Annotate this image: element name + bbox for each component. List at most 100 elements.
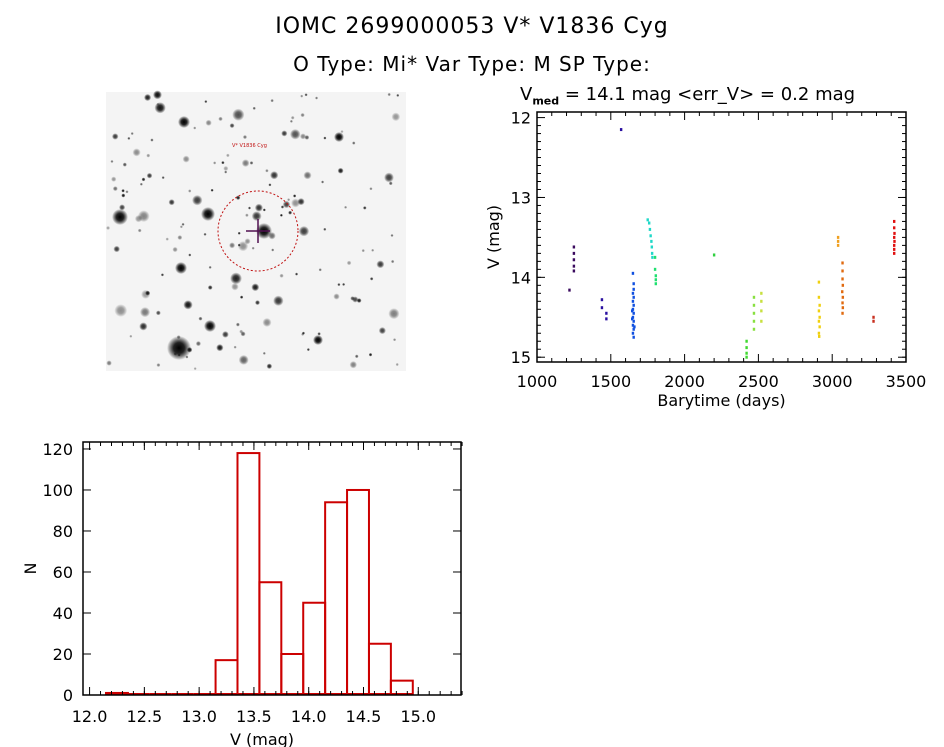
data-point (654, 274, 658, 278)
star (282, 200, 291, 209)
star (249, 161, 254, 165)
star (111, 133, 119, 140)
data-point (817, 280, 821, 284)
star (192, 195, 203, 206)
star (237, 231, 241, 235)
data-point (892, 226, 896, 230)
data-point (841, 306, 845, 310)
star (179, 225, 183, 229)
data-point (605, 317, 608, 321)
histogram-bar (367, 642, 392, 695)
data-point (605, 311, 608, 315)
star (362, 206, 367, 210)
star (139, 322, 148, 331)
data-point (836, 243, 840, 247)
title-sub: med (532, 94, 560, 108)
star (247, 206, 251, 210)
star (155, 310, 161, 316)
star (154, 102, 166, 114)
star (137, 228, 142, 233)
data-point (647, 221, 651, 225)
star (371, 248, 375, 252)
y-tick-label: 15 (511, 348, 531, 367)
data-point (818, 303, 821, 307)
star (279, 213, 283, 217)
data-point (631, 291, 635, 295)
bright-star (334, 132, 344, 142)
star (315, 96, 319, 100)
star (393, 338, 397, 342)
x-tick-label: 13.5 (236, 707, 272, 726)
star (281, 130, 288, 137)
star (229, 123, 235, 129)
data-point (653, 267, 657, 271)
sky-image: V* V1836 Cyg (106, 90, 406, 371)
bright-star (178, 116, 190, 128)
lightcurve-chart: 1000 1500 2000 2500 3000 3500 12 13 14 15 Barytime… (484, 109, 926, 410)
x-tick-label: 3500 (886, 372, 927, 391)
data-point (600, 298, 604, 302)
bright-star (204, 320, 216, 332)
data-point (752, 311, 756, 315)
data-point (631, 309, 634, 313)
bright-star (201, 207, 215, 221)
star (390, 259, 395, 264)
x-tick-label: 3000 (812, 372, 853, 391)
star (304, 93, 308, 97)
y-tick-label: 40 (53, 604, 73, 623)
star (125, 190, 129, 194)
data-point (817, 319, 821, 323)
star (317, 332, 321, 336)
star (224, 170, 228, 174)
histogram-chart: 12.0 12.5 13.0 13.5 14.0 14.5 15.0 0 20 40 60 80 100… (21, 440, 463, 747)
data-point (817, 331, 821, 335)
data-point (600, 306, 604, 310)
star (344, 205, 348, 209)
star (208, 265, 212, 269)
data-point (631, 315, 635, 319)
data-point (745, 339, 748, 343)
star (387, 92, 391, 97)
data-point (818, 315, 821, 319)
data-point (893, 231, 896, 235)
star (144, 93, 152, 102)
data-point (654, 282, 658, 286)
data-point (841, 311, 844, 315)
star (205, 119, 212, 126)
histogram-bar (324, 501, 349, 696)
star (337, 167, 344, 174)
data-point (650, 251, 654, 255)
x-tick-label: 12.0 (72, 707, 108, 726)
star (161, 176, 165, 180)
data-point (712, 253, 716, 257)
bright-star (175, 262, 187, 274)
data-point (892, 235, 896, 239)
star (361, 248, 365, 253)
star (323, 227, 327, 231)
star (340, 130, 344, 134)
bright-star (313, 335, 323, 345)
star (235, 195, 241, 201)
star (160, 273, 164, 277)
star (262, 208, 266, 212)
star (195, 341, 201, 347)
data-point (632, 319, 635, 323)
data-point (631, 323, 635, 327)
star (242, 134, 248, 140)
data-point (836, 239, 840, 243)
data-point (632, 282, 635, 286)
star (251, 283, 260, 292)
y-tick-label: 0 (63, 686, 73, 705)
star (230, 272, 242, 285)
data-point (818, 325, 821, 329)
star (156, 363, 161, 367)
star (221, 161, 225, 165)
data-point (841, 295, 845, 299)
star (150, 138, 154, 142)
bright-star (167, 336, 191, 360)
star (218, 116, 223, 122)
star (177, 235, 183, 240)
x-tick-label: 2500 (738, 372, 779, 391)
star (110, 159, 114, 163)
star (349, 361, 357, 369)
